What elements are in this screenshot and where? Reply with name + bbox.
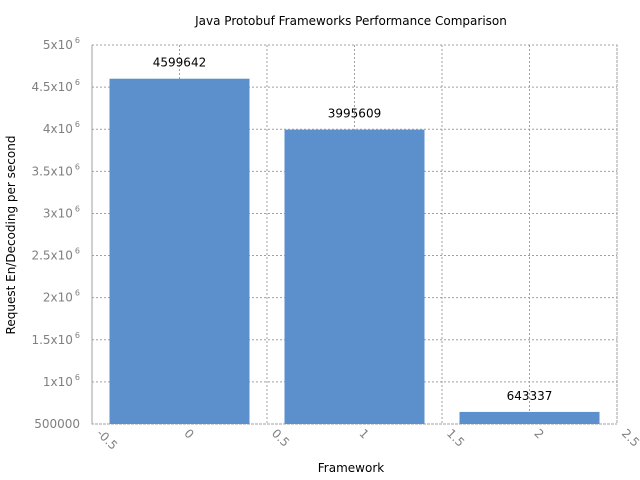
x-axis-label: Framework (318, 461, 384, 475)
bar (284, 129, 425, 424)
y-tick-label: 1x10 6 (43, 373, 80, 389)
bar-value-label: 3995609 (328, 107, 381, 121)
bar (109, 78, 250, 424)
y-tick-label: 4x10 6 (43, 120, 80, 136)
y-tick-label: 3x10 6 (43, 204, 80, 220)
y-tick-label: 4.5x10 6 (31, 78, 80, 94)
x-tick-label: 1.5 (444, 426, 467, 449)
x-tick-label: -0.5 (94, 426, 120, 452)
x-axis-ticks: -0.5 0 0.5 1 1.5 2 2.5 (94, 426, 640, 452)
chart-title: Java Protobuf Frameworks Performance Com… (194, 14, 507, 28)
bars: 4599642 3995609 643337 (109, 56, 600, 424)
x-tick-label: 1 (356, 426, 371, 441)
bar (459, 411, 600, 424)
y-axis-label: Request En/Decoding per second (4, 136, 18, 335)
x-tick-label: 2 (531, 426, 546, 441)
y-tick-label: 3.5x10 6 (31, 162, 80, 178)
y-axis-ticks: 500000 1x10 6 1.5x10 6 2x10 6 2.5x10 6 3x10 6 3.5x1… (31, 36, 80, 431)
y-tick-label: 1.5x10 6 (31, 331, 80, 347)
x-tick-label: 0 (181, 426, 196, 441)
x-tick-label: 0.5 (269, 426, 292, 449)
bar-value-label: 4599642 (153, 56, 206, 70)
y-tick-label: 2x10 6 (43, 289, 80, 305)
y-tick-label: 2.5x10 6 (31, 247, 80, 263)
bar-value-label: 643337 (507, 389, 553, 403)
y-tick-label: 500000 (34, 417, 80, 431)
x-tick-label: 2.5 (619, 426, 640, 449)
y-tick-label: 5x10 6 (43, 36, 80, 52)
